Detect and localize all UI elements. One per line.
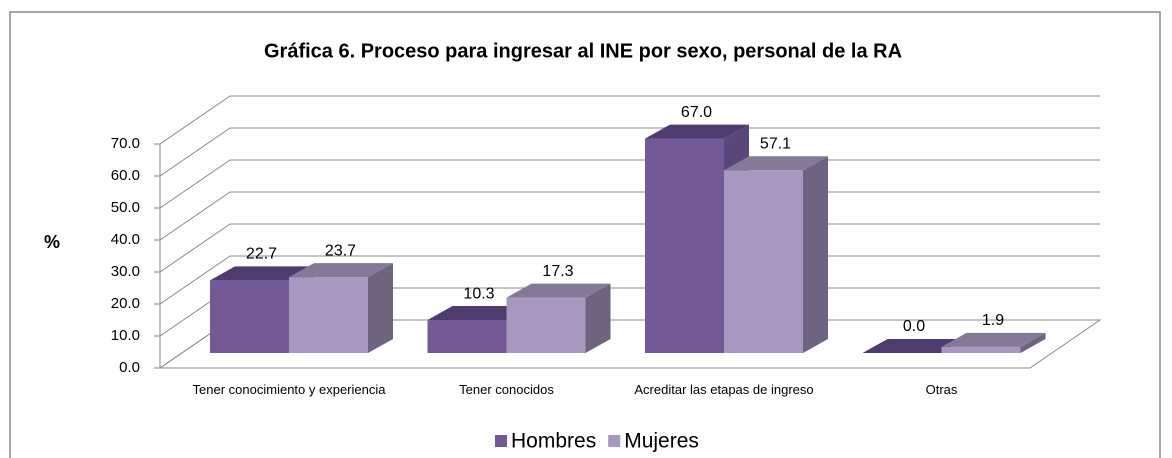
y-tick-label: 40.0	[111, 231, 140, 248]
bar	[506, 297, 586, 353]
y-tick-label: 0.0	[119, 359, 140, 376]
x-tick-label-box: Tener conocimiento y experiencia	[192, 382, 386, 397]
x-tick-label: Tener conocidos	[459, 382, 554, 397]
y-tick-label: 70.0	[111, 135, 140, 152]
data-label: 0.0	[903, 318, 925, 335]
side-grid-line	[159, 255, 231, 305]
bar-side	[368, 263, 393, 353]
legend-swatch	[608, 435, 621, 447]
bar-top	[862, 339, 967, 353]
bar-side	[803, 156, 828, 353]
x-tick-label: Otras	[925, 382, 958, 397]
bar-top	[941, 332, 1046, 347]
data-label: 17.3	[542, 263, 573, 280]
bar	[210, 280, 289, 353]
bar-top	[506, 283, 611, 298]
bar-side	[585, 283, 611, 353]
bar	[724, 170, 803, 353]
bar-top	[210, 266, 314, 281]
side-grid-line	[159, 95, 231, 145]
legend-label: Hombres	[511, 430, 596, 453]
data-label: 23.7	[325, 242, 356, 259]
bar	[645, 138, 724, 353]
x-tick-label: Acreditar las etapas de ingreso	[634, 382, 814, 397]
y-axis-label: %	[44, 232, 60, 252]
legend-swatch	[495, 435, 507, 447]
side-grid-line	[159, 159, 231, 209]
x-tick-label-box: Tener conocidos	[459, 382, 554, 397]
y-tick-label: 10.0	[111, 327, 140, 344]
bar	[941, 346, 1021, 353]
bar-top	[427, 306, 532, 321]
x-tick-label-box: Otras	[925, 382, 958, 397]
side-grid-line	[159, 127, 231, 177]
legend-label: Mujeres	[624, 430, 699, 453]
y-tick-label: 50.0	[111, 199, 140, 216]
side-grid-line	[159, 191, 231, 241]
bar-side	[1020, 332, 1046, 353]
bar-top	[724, 156, 828, 171]
chart-title: Gráfica 6. Proceso para ingresar al INE …	[264, 40, 902, 62]
bar-top	[289, 263, 393, 278]
data-label: 22.7	[246, 246, 277, 263]
data-label: 57.1	[760, 135, 791, 152]
bar-top	[645, 124, 749, 139]
data-label: 1.9	[982, 312, 1004, 329]
y-tick-label: 60.0	[111, 167, 140, 184]
y-tick-label: 30.0	[111, 263, 140, 280]
data-label: 67.0	[681, 104, 712, 121]
bar	[289, 277, 368, 353]
data-label: 10.3	[463, 285, 494, 302]
y-tick-label: 20.0	[111, 295, 140, 312]
x-tick-label-box: Acreditar las etapas de ingreso	[634, 382, 814, 397]
x-tick-label: Tener conocimiento y experiencia	[192, 382, 386, 397]
bar	[427, 320, 507, 353]
side-grid-line	[159, 223, 231, 273]
